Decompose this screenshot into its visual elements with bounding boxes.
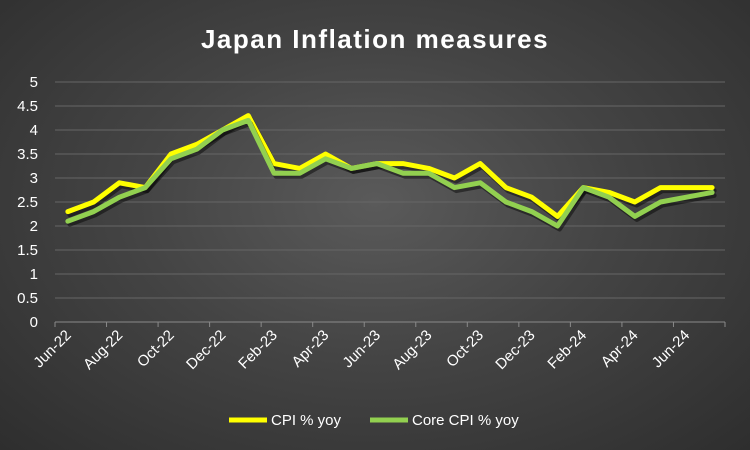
- series-line-cpi: [65, 113, 715, 219]
- x-tick-label: Dec-23: [492, 327, 538, 373]
- y-tick-label: 1: [30, 266, 38, 283]
- legend-label: CPI % yoy: [271, 412, 342, 429]
- x-tick-label: Jun-23: [339, 327, 383, 371]
- x-tick-label: Feb-24: [544, 327, 590, 373]
- y-tick-label: 2.5: [17, 194, 38, 211]
- y-tick-label: 4: [30, 122, 38, 139]
- series-shadow: [67, 120, 717, 232]
- x-tick-label: Jun-24: [649, 327, 693, 371]
- x-tick-label: Apr-23: [289, 327, 333, 371]
- series-line-core-cpi: [65, 117, 715, 229]
- chart-title: Japan Inflation measures: [201, 24, 549, 54]
- x-tick-label: Aug-22: [80, 327, 126, 373]
- y-tick-label: 1.5: [17, 242, 38, 259]
- x-tick-label: Aug-23: [389, 327, 435, 373]
- y-tick-label: 5: [30, 74, 38, 91]
- x-tick-label: Feb-23: [235, 327, 281, 373]
- y-tick-label: 3: [30, 170, 38, 187]
- y-tick-label: 2: [30, 218, 38, 235]
- y-tick-label: 0.5: [17, 290, 38, 307]
- y-tick-label: 0: [30, 314, 38, 331]
- x-tick-label: Dec-22: [183, 327, 229, 373]
- x-tick-label: Apr-24: [598, 327, 642, 371]
- x-tick-label: Oct-23: [443, 327, 487, 371]
- legend-label: Core CPI % yoy: [412, 412, 519, 429]
- x-tick-label: Jun-22: [30, 327, 74, 371]
- y-tick-label: 3.5: [17, 146, 38, 163]
- x-tick-label: Oct-22: [134, 327, 178, 371]
- y-tick-label: 4.5: [17, 98, 38, 115]
